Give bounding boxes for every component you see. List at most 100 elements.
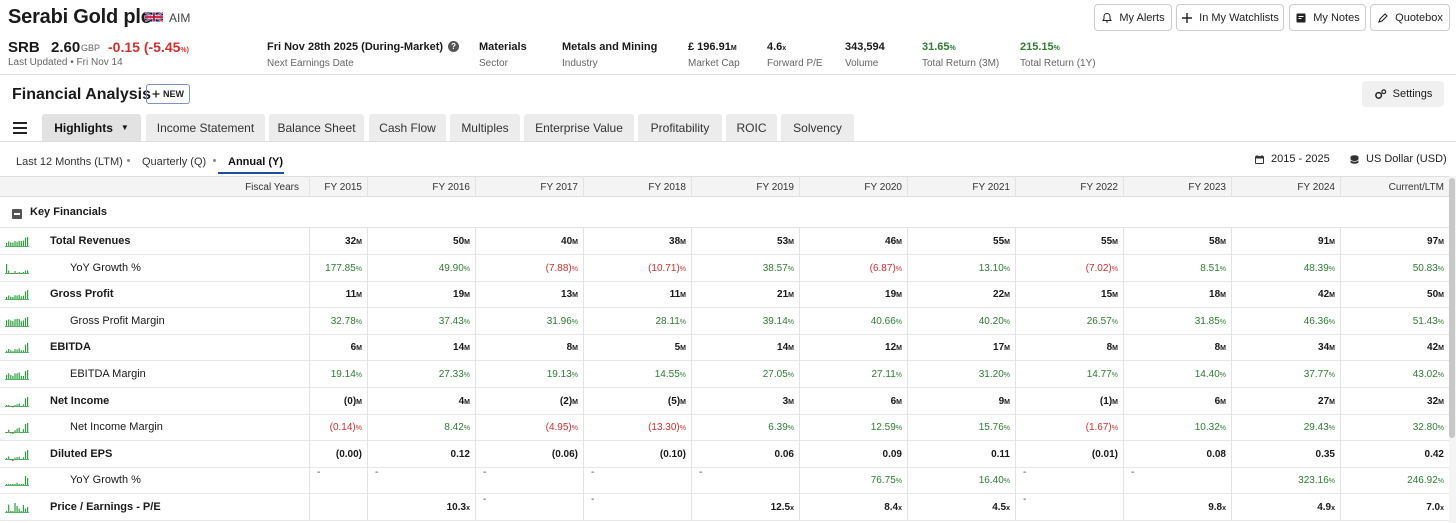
cell-value: (1.67) bbox=[1085, 422, 1112, 434]
new-analysis-button[interactable]: NEW bbox=[146, 84, 190, 104]
table-cell: (0)M bbox=[344, 396, 362, 407]
quotebox-button[interactable]: Quotebox bbox=[1370, 4, 1450, 31]
cell-unit: % bbox=[1219, 265, 1226, 273]
cell-unit: % bbox=[1437, 478, 1444, 486]
period-ltm[interactable]: Last 12 Months (LTM) bbox=[16, 156, 123, 168]
column-divider bbox=[367, 494, 368, 521]
table-cell: 19M bbox=[885, 289, 902, 300]
sparkline-icon[interactable] bbox=[5, 342, 29, 354]
header-year: FY 2015 bbox=[324, 182, 362, 193]
cell-unit: x bbox=[1440, 505, 1444, 512]
cell-value: 17 bbox=[993, 342, 1005, 354]
sparkline-bar bbox=[27, 449, 29, 459]
table-cell: 40.66% bbox=[871, 316, 902, 327]
cell-unit: % bbox=[1328, 318, 1335, 326]
column-divider bbox=[907, 334, 908, 362]
hamburger-menu-icon[interactable] bbox=[13, 122, 27, 134]
tab-roic[interactable]: ROIC bbox=[726, 114, 777, 141]
table-cell: 0.09 bbox=[883, 449, 902, 460]
scrollbar-thumb[interactable] bbox=[1449, 178, 1455, 438]
sparkline-icon[interactable] bbox=[5, 475, 29, 487]
tab-balance-sheet[interactable]: Balance Sheet bbox=[269, 114, 364, 141]
sparkline-bar bbox=[22, 350, 24, 353]
sparkline-icon[interactable] bbox=[5, 502, 29, 514]
table-cell: 0.42 bbox=[1425, 449, 1444, 460]
currency-select[interactable]: US Dollar (USD) bbox=[1349, 153, 1447, 165]
table-cell: 0.12 bbox=[451, 449, 470, 460]
tab-solvency[interactable]: Solvency bbox=[781, 114, 854, 141]
sparkline-baseline bbox=[5, 512, 29, 513]
cell-value: 46.36 bbox=[1303, 315, 1329, 327]
sparkline-icon[interactable] bbox=[5, 422, 29, 435]
table-cell: 43.02% bbox=[1413, 369, 1444, 380]
column-divider bbox=[691, 228, 692, 255]
collapse-icon[interactable] bbox=[12, 209, 22, 219]
period-quarterly[interactable]: Quarterly (Q) bbox=[142, 156, 207, 168]
cell-value: 0.12 bbox=[450, 448, 470, 460]
sparkline-bar bbox=[12, 458, 14, 461]
watchlists-button[interactable]: In My Watchlists bbox=[1176, 4, 1284, 31]
cell-unit: M bbox=[1438, 398, 1444, 406]
cell-value: 37.43 bbox=[438, 315, 464, 327]
tab-multiples[interactable]: Multiples bbox=[450, 114, 520, 141]
table-cell: 46M bbox=[885, 236, 902, 247]
cell-unit: % bbox=[355, 318, 362, 326]
column-divider bbox=[1231, 467, 1232, 495]
sparkline-icon[interactable] bbox=[5, 316, 29, 328]
row-label: EBITDA bbox=[50, 341, 91, 354]
cell-value: (0.14) bbox=[329, 422, 356, 434]
cell-value: 50 bbox=[1427, 289, 1439, 301]
cell-value: 177.85 bbox=[325, 262, 356, 274]
table-cell: 11M bbox=[670, 289, 686, 300]
sparkline-bar bbox=[18, 318, 20, 326]
cell-unit: M bbox=[572, 345, 578, 353]
cell-unit: M bbox=[572, 239, 578, 246]
settings-button[interactable]: Settings bbox=[1362, 81, 1444, 107]
sparkline-bar bbox=[27, 396, 29, 406]
column-divider bbox=[1340, 334, 1341, 362]
cell-unit: % bbox=[1219, 425, 1226, 433]
button-label: Quotebox bbox=[1395, 11, 1443, 24]
period-annual[interactable]: Annual (Y) bbox=[228, 156, 283, 168]
tab-profitability[interactable]: Profitability bbox=[638, 114, 722, 141]
stat-return-3m: 31.65% Total Return (3M) bbox=[922, 41, 999, 69]
cell-unit: % bbox=[679, 372, 686, 379]
cell-value: 38 bbox=[669, 236, 681, 247]
sparkline-icon[interactable] bbox=[5, 369, 29, 381]
cell-value: 32 bbox=[1427, 395, 1439, 407]
table-cell: (5)M bbox=[668, 396, 686, 407]
column-divider bbox=[907, 440, 908, 468]
sparkline-icon[interactable] bbox=[5, 236, 29, 248]
sparkline-icon[interactable] bbox=[5, 263, 29, 275]
table-cell: 53M bbox=[777, 236, 794, 247]
my-alerts-button[interactable]: My Alerts bbox=[1094, 4, 1172, 31]
sparkline-bar bbox=[14, 270, 16, 273]
column-divider bbox=[907, 307, 908, 335]
table-cell: (0.10) bbox=[660, 449, 686, 460]
year-range-select[interactable]: 2015 - 2025 bbox=[1254, 153, 1330, 165]
cell-unit: % bbox=[571, 425, 578, 433]
cell-value: 48.39 bbox=[1303, 262, 1329, 274]
tab-label: Profitability bbox=[650, 120, 710, 135]
tab-highlights[interactable]: Highlights ▼ bbox=[42, 114, 141, 141]
my-notes-button[interactable]: My Notes bbox=[1289, 4, 1366, 31]
help-icon[interactable]: ? bbox=[448, 41, 460, 52]
column-divider bbox=[583, 254, 584, 282]
sparkline-icon[interactable] bbox=[5, 289, 29, 301]
tab-cash-flow[interactable]: Cash Flow bbox=[369, 114, 446, 141]
sparkline-bar bbox=[27, 270, 29, 273]
column-divider bbox=[1231, 440, 1232, 468]
sparkline-icon[interactable] bbox=[5, 449, 29, 461]
tab-income-statement[interactable]: Income Statement bbox=[146, 114, 265, 141]
table-cell: 4M bbox=[459, 396, 470, 407]
column-divider bbox=[1123, 228, 1124, 255]
plus-icon bbox=[1182, 12, 1193, 23]
column-divider bbox=[475, 414, 476, 442]
sparkline-icon[interactable] bbox=[5, 396, 29, 408]
table-cell: 15.76% bbox=[979, 422, 1010, 433]
tab-enterprise-value[interactable]: Enterprise Value bbox=[524, 114, 634, 141]
pencil-icon bbox=[1378, 12, 1388, 23]
table-cell: 10.3x bbox=[447, 502, 470, 513]
section-key-financials[interactable]: Key Financials bbox=[0, 197, 1449, 228]
sparkline-bar bbox=[12, 484, 14, 486]
